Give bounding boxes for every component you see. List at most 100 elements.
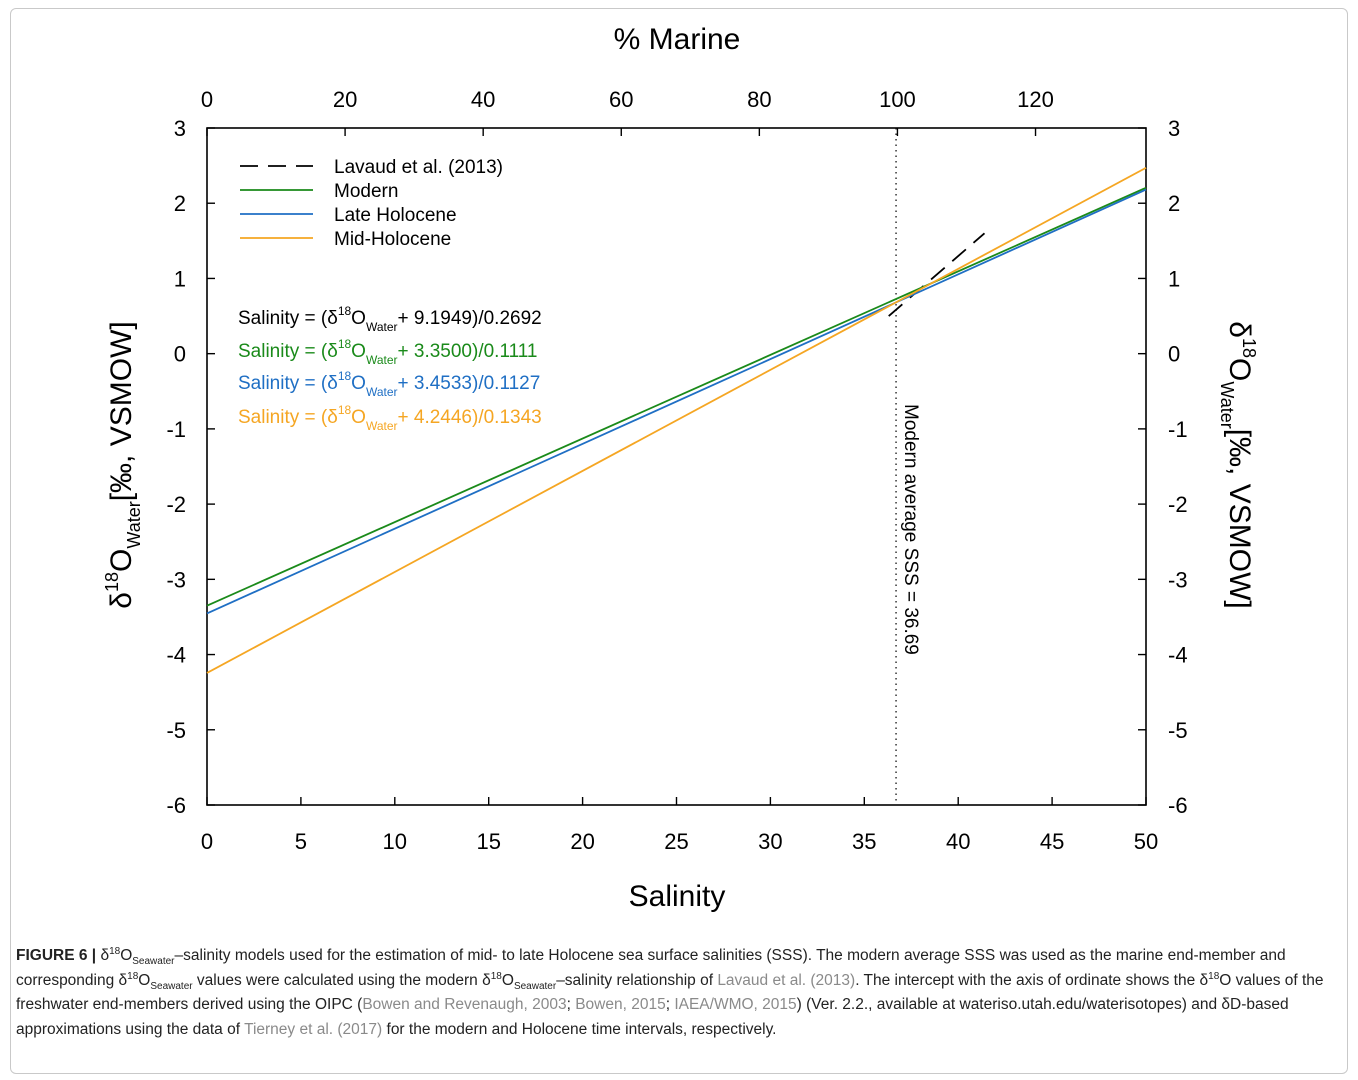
y-tick-label-right: -5: [1168, 718, 1188, 743]
caption-text: O: [501, 971, 514, 989]
equation-modern-sub: Water: [366, 353, 398, 367]
sss-line-label: Modern average SSS = 36.69: [900, 404, 921, 655]
x-tick-label: 45: [1040, 829, 1064, 854]
y-tick-label-right: -6: [1168, 793, 1188, 818]
x-tick-label: 25: [664, 829, 688, 854]
equation-late-holocene-prefix: Salinity = (δ: [238, 373, 338, 394]
equation-lavaud-prefix: Salinity = (δ: [238, 308, 338, 329]
caption-text: O values of the freshwater end-members d…: [16, 971, 1324, 1014]
x-tick-label: 50: [1134, 829, 1158, 854]
y-tick-label-right: -3: [1168, 567, 1188, 592]
caption-reference-link[interactable]: IAEA/WMO, 2015: [674, 996, 797, 1013]
y-axis-title-right-sup: 18: [1239, 338, 1259, 358]
y-tick-label-right: 1: [1168, 266, 1180, 291]
y-axis-title-right-o: O: [1223, 358, 1256, 381]
equation-modern-prefix: Salinity = (δ: [238, 341, 338, 362]
caption-sub: Seawater: [132, 956, 175, 968]
plot-area: 0 5 10 15 20 25 30 35 40 45 500 20 40 60 80 100 120-6 -6-…: [166, 87, 1187, 854]
caption-text: ;: [566, 996, 576, 1013]
y-tick-label-right: 2: [1168, 191, 1180, 216]
x2-tick-label: 60: [609, 87, 633, 112]
x2-tick-label: 0: [201, 87, 213, 112]
y-tick-label-right: -2: [1168, 492, 1188, 517]
x2-tick-label: 40: [471, 87, 495, 112]
y-axis-title-left-delta: δ: [105, 592, 138, 609]
caption-sup: 18: [109, 945, 121, 957]
equation-mid-holocene-prefix: Salinity = (δ: [238, 407, 338, 428]
y-axis-title-right: δ18OWater[‰, VSMOW]: [1217, 321, 1259, 608]
caption-text: –salinity relationship of: [556, 971, 718, 989]
caption-sup: 18: [1208, 970, 1220, 982]
legend-label-lavaud: Lavaud et al. (2013): [334, 157, 503, 178]
x-tick-label: 0: [201, 829, 213, 854]
caption-text: for the modern and Holocene time interva…: [382, 1020, 777, 1038]
equation-mid-holocene-o: O: [351, 407, 366, 428]
caption-text: . The intercept with the axis of ordinat…: [855, 971, 1209, 989]
y-tick-label-left: 3: [174, 116, 186, 141]
x2-tick-label: 80: [747, 87, 771, 112]
y-tick-label-left: -6: [166, 793, 186, 818]
x2-tick-label: 120: [1017, 87, 1054, 112]
y-axis-title-right-sub: Water: [1217, 381, 1237, 428]
caption-sub: Seawater: [513, 980, 557, 992]
equation-late-holocene-o: O: [351, 373, 366, 394]
legend-label-late-holocene: Late Holocene: [334, 205, 457, 226]
caption-text: values were calculated using the modern …: [192, 971, 491, 989]
y-axis-title-right-delta: δ: [1223, 321, 1256, 338]
equation-modern-rest: + 3.3500)/0.1111: [398, 341, 538, 362]
caption-sup: 18: [490, 970, 502, 982]
equation-mid-holocene-rest: + 4.2446)/0.1343: [398, 407, 542, 428]
equation-late-holocene-rest: + 3.4533)/0.1127: [398, 373, 541, 394]
equations: Salinity = (δ18OWater+ 9.1949)/0.2692 Sa…: [238, 304, 542, 433]
caption-text: ;: [665, 996, 675, 1013]
legend: Lavaud et al. (2013) Modern Late Holocen…: [240, 157, 503, 250]
equation-late-holocene-sub: Water: [366, 385, 398, 399]
series-line-mid-holocene: [206, 167, 1147, 674]
x2-tick-label: 20: [333, 87, 357, 112]
y-tick-label-left: -2: [166, 492, 186, 517]
x2-tick-label: 100: [879, 87, 916, 112]
caption-reference-link[interactable]: Tierney et al. (2017): [244, 1020, 383, 1038]
equation-late-holocene: Salinity = (δ18OWater+ 3.4533)/0.1127: [238, 369, 540, 399]
equation-mid-holocene-sub: Water: [366, 419, 398, 433]
y-tick-label-left: -4: [166, 643, 186, 668]
x-axis-title: Salinity: [629, 880, 726, 913]
caption-text: δ: [96, 947, 110, 964]
y-axis-title-left-unit: [‰, VSMOW]: [105, 321, 138, 501]
legend-label-mid-holocene: Mid-Holocene: [334, 229, 451, 250]
series-line-lavaud: [888, 232, 986, 317]
y-tick-label-right: -4: [1168, 643, 1188, 668]
equation-modern-o: O: [351, 341, 366, 362]
x-tick-label: 10: [383, 829, 407, 854]
y-axis-title-left: δ18OWater[‰, VSMOW]: [102, 321, 144, 608]
top-axis-title: % Marine: [614, 23, 741, 56]
y-tick-label-right: 3: [1168, 116, 1180, 141]
series-line-late-holocene: [206, 188, 1147, 615]
caption-reference-link[interactable]: Bowen and Revenaugh, 2003: [362, 996, 567, 1013]
equation-lavaud-rest: + 9.1949)/0.2692: [398, 308, 542, 329]
y-tick-label-left: -1: [166, 417, 186, 442]
caption-text: O: [120, 947, 133, 964]
equation-lavaud-o: O: [351, 308, 366, 329]
y-axis-title-left-sup: 18: [102, 572, 122, 592]
x-tick-label: 15: [476, 829, 500, 854]
y-tick-label-left: 0: [174, 342, 186, 367]
equation-mid-holocene-sup: 18: [338, 403, 352, 417]
caption-reference-link[interactable]: Lavaud et al. (2013): [717, 971, 856, 989]
chart: 0 5 10 15 20 25 30 35 40 45 500 20 40 60 80 100 120-6 -6-…: [102, 23, 1259, 913]
y-tick-label-left: 2: [174, 191, 186, 216]
caption-sup: 18: [127, 970, 139, 982]
equation-lavaud: Salinity = (δ18OWater+ 9.1949)/0.2692: [238, 304, 542, 334]
y-tick-label-right: 0: [1168, 342, 1180, 367]
x-tick-label: 30: [758, 829, 782, 854]
equation-lavaud-sub: Water: [366, 320, 398, 334]
caption-text: O: [138, 971, 151, 989]
equation-mid-holocene: Salinity = (δ18OWater+ 4.2446)/0.1343: [238, 403, 542, 433]
caption-reference-link[interactable]: Bowen, 2015: [575, 996, 666, 1013]
x-tick-label: 20: [570, 829, 594, 854]
figure-frame: [10, 8, 1348, 1074]
equation-modern-sup: 18: [338, 337, 352, 351]
caption-sub: Seawater: [150, 980, 193, 992]
x-tick-label: 5: [295, 829, 307, 854]
y-axis-title-left-o: O: [105, 549, 138, 572]
